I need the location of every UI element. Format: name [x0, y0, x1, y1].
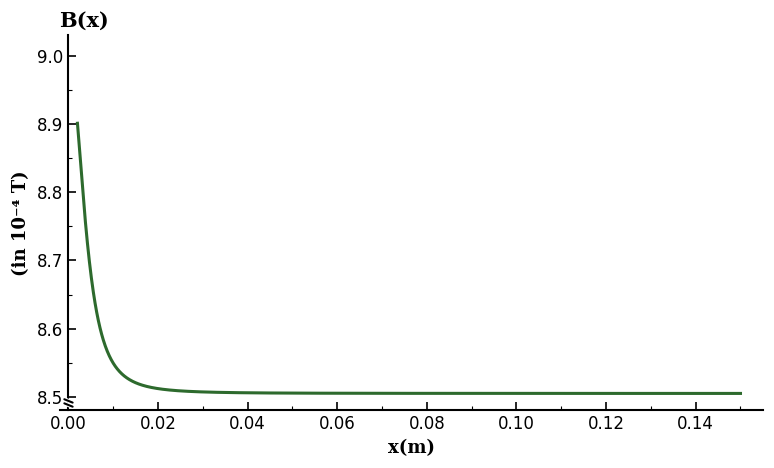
- X-axis label: x(m): x(m): [388, 439, 435, 457]
- Text: B(x): B(x): [60, 11, 109, 31]
- Y-axis label: (in 10⁻⁴ T): (in 10⁻⁴ T): [12, 170, 30, 276]
